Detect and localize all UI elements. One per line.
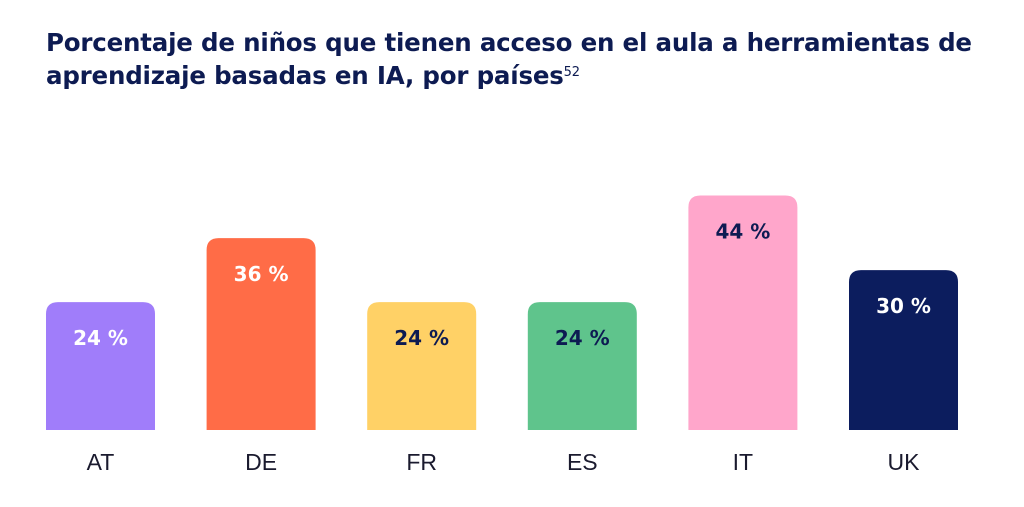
footnote-ref: 52 <box>563 65 580 80</box>
bar-de <box>206 238 316 430</box>
bar-es <box>527 302 637 430</box>
data-label-uk: 30 % <box>876 294 931 318</box>
data-label-es: 24 % <box>555 326 610 350</box>
chart-title-text: Porcentaje de niños que tienen acceso en… <box>46 28 972 90</box>
data-label-de: 36 % <box>234 262 289 286</box>
x-tick-label-it: IT <box>733 449 753 475</box>
bar-it <box>688 195 798 430</box>
x-tick-label-es: ES <box>567 449 598 475</box>
x-tick-label-uk: UK <box>888 449 921 475</box>
chart-title: Porcentaje de niños que tienen acceso en… <box>46 26 1006 92</box>
bar-at <box>46 302 155 430</box>
data-label-fr: 24 % <box>394 326 449 350</box>
x-tick-label-at: AT <box>87 449 115 475</box>
x-tick-label-fr: FR <box>406 449 437 475</box>
x-tick-label-de: DE <box>245 449 277 475</box>
data-label-it: 44 % <box>715 219 770 243</box>
data-label-at: 24 % <box>73 326 128 350</box>
bar-uk <box>849 270 958 430</box>
bar-fr <box>367 302 477 430</box>
